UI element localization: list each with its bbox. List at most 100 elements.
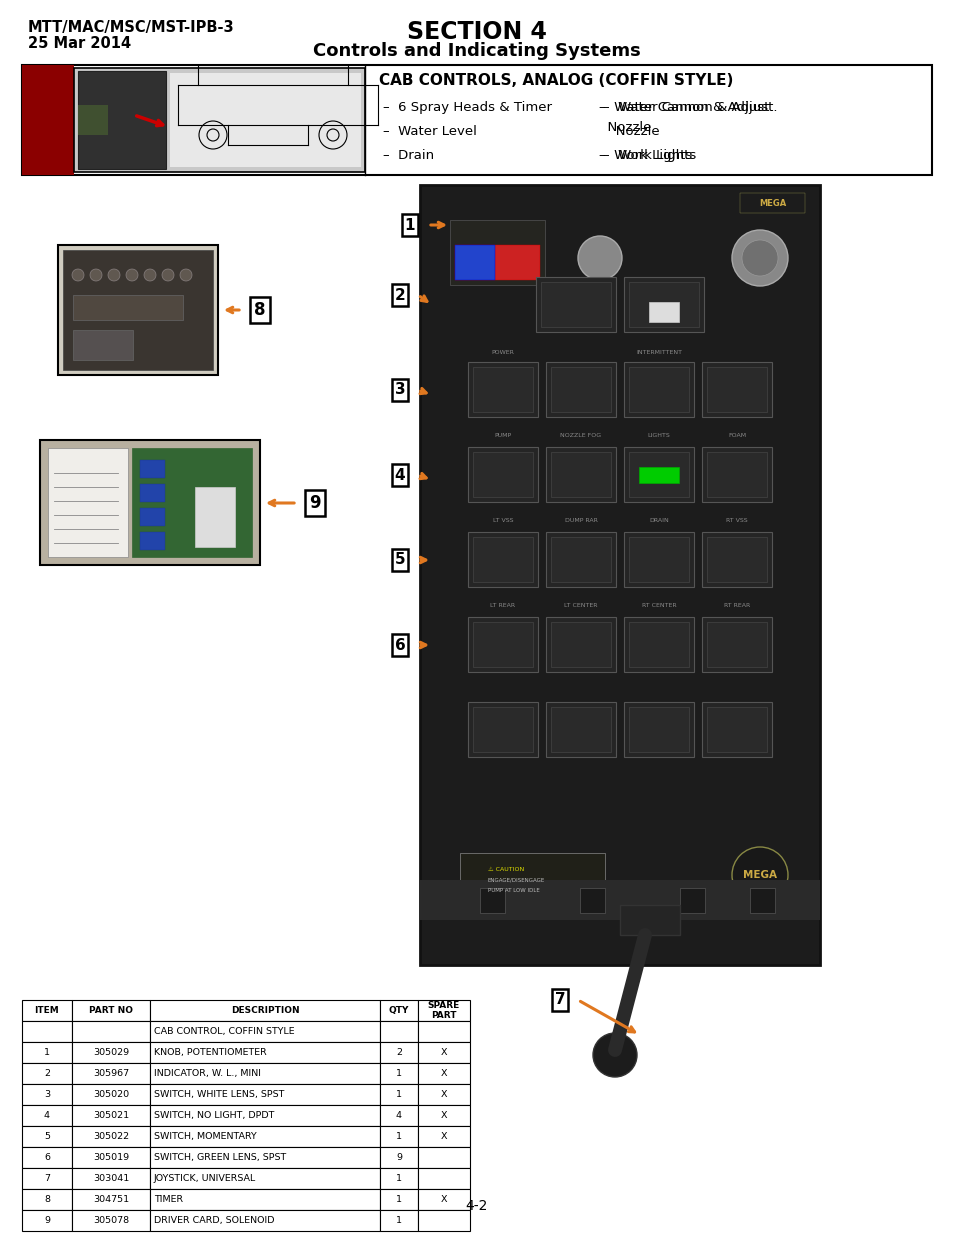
Text: 5: 5 [395, 552, 405, 568]
Bar [150, 1063, 379, 1084]
Text: 9: 9 [395, 1153, 401, 1162]
Bar [417, 1000, 470, 1021]
Bar [551, 452, 610, 496]
Text: –  Water Cannon & Adjust.: – Water Cannon & Adjust. [602, 101, 777, 114]
Bar [417, 1126, 470, 1147]
Text: 2: 2 [44, 1070, 50, 1078]
Bar [701, 447, 771, 501]
Text: SPARE
PART: SPARE PART [428, 1000, 459, 1020]
Bar [132, 448, 252, 557]
Text: NOZZLE FOG: NOZZLE FOG [559, 433, 601, 438]
Text: 305021: 305021 [92, 1112, 129, 1120]
Bar [623, 701, 693, 757]
Bar [379, 1000, 417, 1021]
Bar [22, 1105, 71, 1126]
Text: 1: 1 [395, 1091, 401, 1099]
Circle shape [108, 269, 120, 282]
Bar [648, 303, 679, 322]
Bar [473, 452, 533, 496]
Text: 305020: 305020 [92, 1091, 129, 1099]
Text: X: X [440, 1132, 447, 1141]
Bar [150, 1105, 379, 1126]
Text: 1: 1 [395, 1216, 401, 1225]
Text: 305022: 305022 [92, 1132, 129, 1141]
Bar [78, 105, 108, 135]
Text: KNOB, POTENTIOMETER: KNOB, POTENTIOMETER [153, 1049, 267, 1057]
Bar [701, 701, 771, 757]
Bar [71, 1021, 150, 1042]
Text: 2: 2 [395, 1049, 401, 1057]
Bar [473, 367, 533, 412]
Bar [468, 447, 537, 501]
Bar [450, 220, 544, 285]
Circle shape [90, 269, 102, 282]
Bar [73, 330, 132, 359]
Text: 305029: 305029 [92, 1049, 129, 1057]
Bar [150, 1021, 379, 1042]
Text: DRAIN: DRAIN [648, 517, 668, 522]
Bar [379, 1189, 417, 1210]
Bar [150, 1042, 379, 1063]
Bar [22, 1063, 71, 1084]
Bar [623, 362, 693, 417]
Text: SWITCH, GREEN LENS, SPST: SWITCH, GREEN LENS, SPST [153, 1153, 286, 1162]
Text: CAB CONTROLS, ANALOG (COFFIN STYLE): CAB CONTROLS, ANALOG (COFFIN STYLE) [378, 73, 733, 88]
Bar [22, 65, 931, 175]
Text: QTY: QTY [389, 1007, 409, 1015]
Bar [455, 245, 495, 280]
Bar [63, 249, 213, 370]
Bar [71, 1042, 150, 1063]
Bar [417, 1210, 470, 1231]
Bar [194, 487, 234, 547]
Bar [455, 245, 539, 280]
Bar [78, 70, 166, 169]
Text: MTT/MAC/MSC/MST-IPB-3: MTT/MAC/MSC/MST-IPB-3 [28, 20, 234, 35]
Bar [419, 185, 820, 965]
Bar [379, 1021, 417, 1042]
Text: Nozzle: Nozzle [602, 125, 659, 138]
Bar [540, 282, 610, 327]
Bar [150, 1168, 379, 1189]
Text: PART NO: PART NO [89, 1007, 132, 1015]
Bar [379, 1063, 417, 1084]
Text: 1: 1 [395, 1195, 401, 1204]
Bar [545, 447, 616, 501]
Text: LIGHTS: LIGHTS [647, 433, 670, 438]
Circle shape [126, 269, 138, 282]
Bar [22, 1000, 71, 1021]
Text: 305078: 305078 [92, 1216, 129, 1225]
Text: SWITCH, NO LIGHT, DPDT: SWITCH, NO LIGHT, DPDT [153, 1112, 274, 1120]
Text: –  6 Spray Heads & Timer: – 6 Spray Heads & Timer [382, 101, 552, 114]
Text: X: X [440, 1112, 447, 1120]
Bar [71, 1189, 150, 1210]
Bar [459, 853, 604, 897]
Circle shape [144, 269, 156, 282]
Bar [22, 1210, 71, 1231]
Bar [579, 888, 604, 913]
Text: 6: 6 [395, 637, 405, 652]
Text: INDICATOR, W. L., MINI: INDICATOR, W. L., MINI [153, 1070, 261, 1078]
Bar [379, 1084, 417, 1105]
Bar [468, 532, 537, 587]
Text: SECTION 4: SECTION 4 [407, 20, 546, 44]
Bar [628, 706, 688, 752]
Bar [706, 367, 766, 412]
Bar [22, 1168, 71, 1189]
Bar [545, 532, 616, 587]
Bar [74, 68, 365, 172]
Bar [619, 905, 679, 935]
Bar [379, 1210, 417, 1231]
Text: 4: 4 [395, 1112, 401, 1120]
Text: FOAM: FOAM [727, 433, 745, 438]
Text: ENGAGE/DISENGAGE: ENGAGE/DISENGAGE [488, 877, 545, 882]
Bar [628, 367, 688, 412]
Bar [22, 1189, 71, 1210]
Bar [22, 1042, 71, 1063]
Bar [417, 1021, 470, 1042]
Circle shape [578, 236, 621, 280]
Text: –  Drain: – Drain [382, 149, 434, 162]
Text: 7: 7 [554, 993, 565, 1008]
Bar [22, 1126, 71, 1147]
Text: 1: 1 [395, 1174, 401, 1183]
Bar [140, 532, 165, 550]
